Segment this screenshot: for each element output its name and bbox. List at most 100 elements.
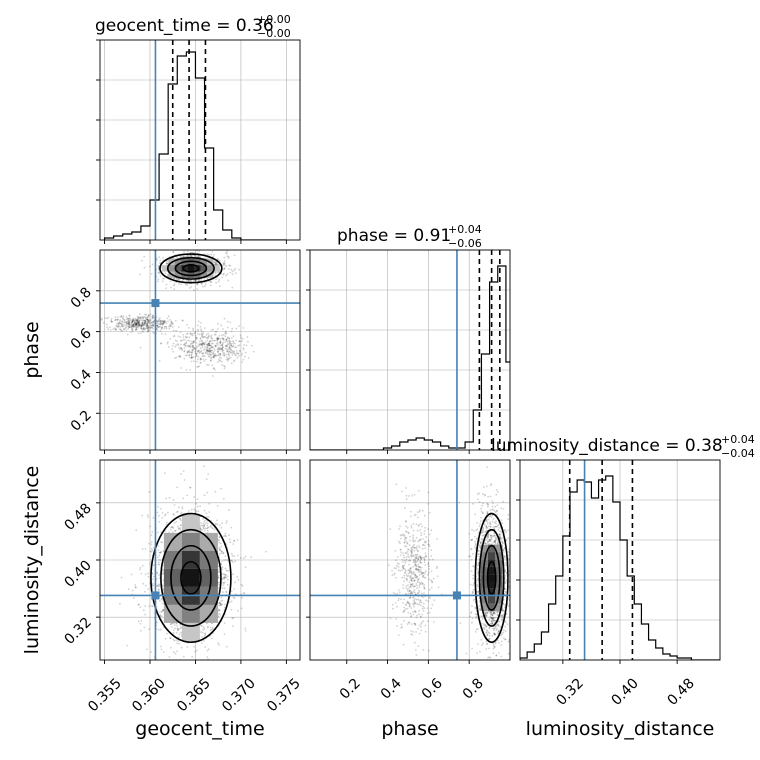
sample-point bbox=[148, 605, 151, 607]
sample-point bbox=[159, 342, 162, 345]
sample-point bbox=[149, 550, 152, 553]
sample-point bbox=[160, 648, 163, 651]
sample-point bbox=[166, 632, 168, 635]
sample-point bbox=[133, 321, 136, 324]
sample-point bbox=[182, 655, 185, 658]
density-cell bbox=[181, 568, 200, 587]
sample-point bbox=[135, 586, 137, 589]
sample-point bbox=[147, 330, 150, 332]
sample-point bbox=[244, 355, 246, 358]
sample-point bbox=[121, 330, 123, 333]
sample-point bbox=[135, 326, 138, 329]
sample-point bbox=[132, 319, 134, 322]
sample-point bbox=[191, 350, 194, 353]
sample-point bbox=[146, 322, 149, 325]
sample-point bbox=[162, 320, 165, 322]
sample-point bbox=[152, 323, 155, 325]
sample-point bbox=[223, 575, 226, 578]
sample-point bbox=[238, 354, 240, 357]
sample-point bbox=[131, 322, 133, 324]
sample-point bbox=[169, 623, 172, 625]
density-cell bbox=[174, 271, 182, 278]
sample-point bbox=[222, 338, 224, 341]
sample-point bbox=[197, 668, 199, 670]
sample-point bbox=[141, 324, 144, 327]
sample-point bbox=[181, 665, 183, 667]
sample-point bbox=[120, 324, 123, 327]
sample-point bbox=[210, 351, 213, 354]
sample-point bbox=[217, 280, 220, 283]
sample-point bbox=[160, 598, 163, 600]
sample-point bbox=[230, 559, 233, 562]
sample-point bbox=[158, 271, 161, 273]
sample-point bbox=[485, 631, 487, 634]
sample-point bbox=[156, 511, 159, 514]
sample-point bbox=[223, 365, 225, 367]
sample-point bbox=[488, 618, 491, 621]
sample-point bbox=[486, 633, 489, 636]
sample-point bbox=[220, 347, 223, 350]
sample-point bbox=[135, 322, 138, 324]
sample-point bbox=[235, 350, 238, 352]
sample-point bbox=[137, 322, 140, 324]
sample-point bbox=[153, 332, 155, 335]
sample-point bbox=[206, 520, 209, 522]
sample-point bbox=[236, 539, 239, 541]
sample-point bbox=[124, 326, 127, 329]
sample-point bbox=[252, 350, 255, 353]
sample-point bbox=[132, 323, 135, 326]
sample-point bbox=[197, 254, 200, 257]
sample-point bbox=[493, 611, 495, 614]
sample-point bbox=[242, 358, 245, 361]
sample-point bbox=[132, 597, 135, 599]
sample-point bbox=[229, 342, 232, 344]
sample-point bbox=[203, 342, 206, 344]
sample-point bbox=[222, 261, 225, 264]
sample-point bbox=[226, 337, 229, 340]
sample-point bbox=[208, 355, 211, 358]
sample-point bbox=[480, 541, 482, 544]
sample-point bbox=[205, 522, 208, 524]
sample-point bbox=[220, 563, 223, 566]
sample-point bbox=[130, 321, 133, 324]
sample-point bbox=[139, 317, 142, 319]
sample-point bbox=[180, 339, 183, 342]
sample-point bbox=[187, 344, 190, 347]
sample-point bbox=[144, 584, 147, 587]
sample-point bbox=[223, 587, 226, 590]
sample-point bbox=[216, 339, 219, 342]
sample-point bbox=[229, 321, 232, 324]
sample-point bbox=[496, 510, 498, 513]
sample-point bbox=[157, 549, 160, 552]
sample-point bbox=[199, 325, 202, 328]
sample-point bbox=[199, 347, 202, 350]
sample-point bbox=[144, 605, 147, 607]
sample-point bbox=[220, 550, 223, 553]
sample-point bbox=[141, 322, 144, 325]
sample-point bbox=[146, 327, 148, 330]
sample-point bbox=[164, 325, 167, 328]
sample-point bbox=[211, 375, 214, 377]
sample-point bbox=[223, 367, 226, 370]
sample-point bbox=[146, 321, 148, 324]
sample-point bbox=[193, 496, 196, 498]
sample-point bbox=[227, 359, 229, 362]
sample-point bbox=[224, 576, 227, 578]
sample-point bbox=[180, 519, 182, 522]
sample-point bbox=[226, 520, 228, 522]
sample-point bbox=[157, 583, 160, 585]
sample-point bbox=[150, 605, 153, 607]
sample-point bbox=[155, 577, 158, 580]
sample-point bbox=[150, 651, 153, 653]
sample-point bbox=[198, 340, 201, 343]
sample-point bbox=[161, 569, 164, 572]
sample-point bbox=[139, 606, 142, 608]
sample-point bbox=[238, 325, 240, 327]
sample-point bbox=[200, 524, 203, 527]
sample-point bbox=[201, 346, 204, 349]
sample-point bbox=[147, 316, 149, 319]
sample-point bbox=[131, 320, 134, 323]
sample-point bbox=[205, 343, 208, 346]
sample-point bbox=[142, 609, 145, 612]
sample-point bbox=[229, 271, 232, 274]
